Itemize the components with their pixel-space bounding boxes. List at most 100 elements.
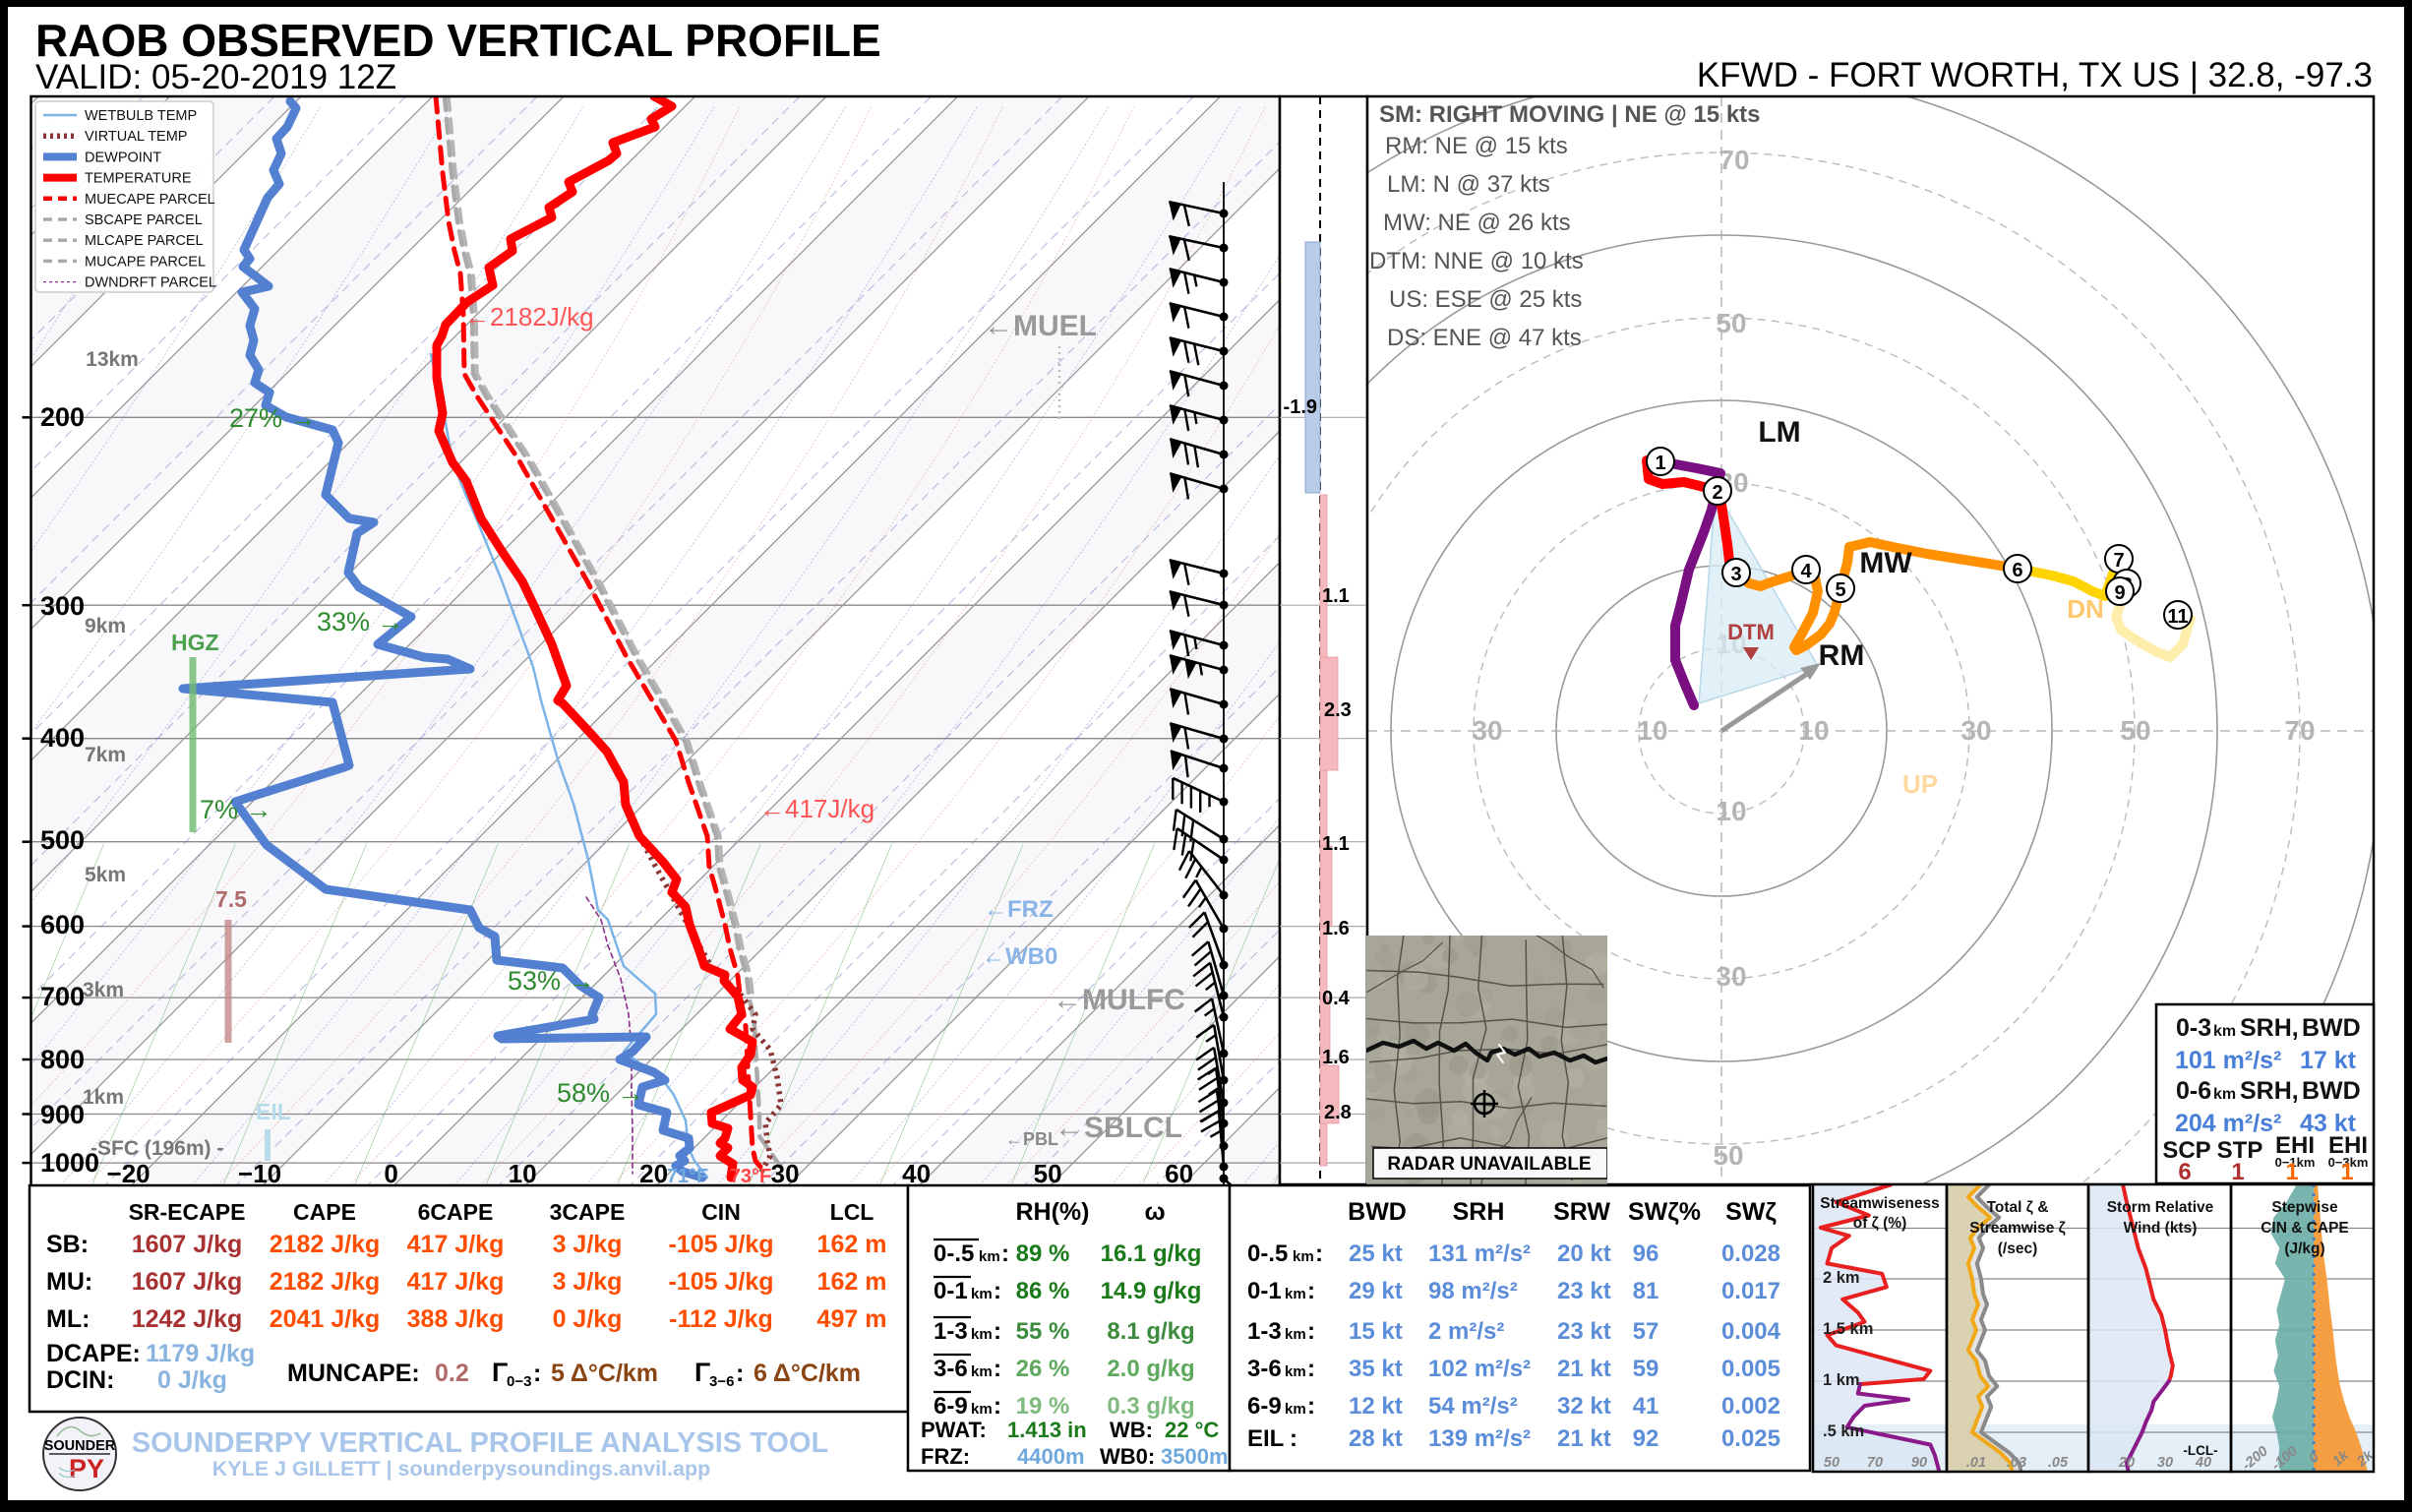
svg-text:km: km — [2213, 1086, 2236, 1103]
svg-text:27% →: 27% → — [229, 403, 317, 433]
svg-text:SRH,: SRH, — [2240, 1014, 2299, 1042]
svg-text:30: 30 — [771, 1159, 800, 1188]
svg-text:1.1: 1.1 — [1322, 833, 1350, 855]
svg-text:CIN & CAPE: CIN & CAPE — [2261, 1220, 2349, 1237]
svg-text:←WB0: ←WB0 — [982, 943, 1057, 970]
svg-text:60: 60 — [1165, 1159, 1193, 1188]
svg-text:km: km — [1285, 1326, 1306, 1343]
svg-text:7: 7 — [2113, 550, 2124, 572]
svg-text:0−3: 0−3 — [507, 1373, 531, 1390]
svg-text:←PBL: ←PBL — [1005, 1129, 1058, 1149]
svg-text:0.4: 0.4 — [1322, 988, 1351, 1009]
svg-text:DN: DN — [2067, 594, 2104, 624]
svg-text:DCAPE:: DCAPE: — [46, 1340, 141, 1367]
svg-text:50: 50 — [1716, 308, 1746, 338]
svg-text:MUECAPE PARCEL: MUECAPE PARCEL — [85, 192, 215, 208]
svg-text:0-1: 0-1 — [934, 1278, 968, 1304]
svg-text:131 m²/s²: 131 m²/s² — [1428, 1240, 1531, 1267]
svg-text:←MULFC: ←MULFC — [1053, 984, 1185, 1016]
svg-text:0-3: 0-3 — [2176, 1014, 2211, 1042]
svg-text:SBCAPE PARCEL: SBCAPE PARCEL — [85, 212, 203, 228]
svg-text:162 m: 162 m — [817, 1268, 887, 1296]
svg-text:139 m²/s²: 139 m²/s² — [1428, 1425, 1531, 1452]
svg-text:km: km — [1293, 1248, 1314, 1265]
svg-text:KFWD - FORT WORTH, TX US | 32.: KFWD - FORT WORTH, TX US | 32.8, -97.3 — [1697, 56, 2373, 94]
svg-text:0-.5: 0-.5 — [1247, 1240, 1288, 1267]
svg-text:26 %: 26 % — [1016, 1356, 1070, 1382]
svg-text:73°F: 73°F — [730, 1166, 771, 1187]
svg-text:←SBLCL: ←SBLCL — [1055, 1112, 1182, 1144]
svg-text:PWAT:: PWAT: — [921, 1418, 987, 1442]
svg-text:20: 20 — [639, 1159, 668, 1188]
svg-text:(/sec): (/sec) — [1998, 1240, 2038, 1257]
svg-text:23 kt: 23 kt — [1557, 1318, 1611, 1345]
svg-text:EIL: EIL — [1247, 1425, 1284, 1452]
svg-text:40: 40 — [2195, 1455, 2211, 1471]
svg-text::: : — [1307, 1393, 1315, 1420]
svg-text:98 m²/s²: 98 m²/s² — [1428, 1278, 1518, 1304]
svg-text:5km: 5km — [85, 864, 126, 886]
svg-text:km: km — [971, 1401, 993, 1418]
svg-text:0.028: 0.028 — [1721, 1240, 1780, 1267]
svg-text::: : — [994, 1278, 1001, 1304]
svg-text::: : — [533, 1360, 541, 1387]
svg-text:DWNDRFT PARCEL: DWNDRFT PARCEL — [85, 275, 216, 291]
svg-text:SOUNDERPY VERTICAL PROFILE ANA: SOUNDERPY VERTICAL PROFILE ANALYSIS TOOL — [132, 1427, 828, 1459]
svg-text:0-.5: 0-.5 — [934, 1240, 974, 1267]
svg-text:HGZ: HGZ — [171, 630, 219, 655]
svg-text:90: 90 — [1911, 1455, 1927, 1471]
svg-text::: : — [1307, 1318, 1315, 1345]
svg-text:-SFC (196m) -: -SFC (196m) - — [90, 1137, 223, 1160]
svg-text:89 %: 89 % — [1016, 1240, 1070, 1267]
svg-text:DEWPOINT: DEWPOINT — [85, 150, 161, 165]
svg-text:2182 J/kg: 2182 J/kg — [270, 1268, 381, 1296]
svg-text:33% →: 33% → — [317, 607, 404, 636]
svg-text:EHI: EHI — [2275, 1132, 2315, 1159]
svg-text:1242 J/kg: 1242 J/kg — [132, 1305, 243, 1333]
svg-text:DTM: NNE @ 10 kts: DTM: NNE @ 10 kts — [1369, 248, 1584, 274]
svg-text:VALID: 05-20-2019 12Z: VALID: 05-20-2019 12Z — [35, 58, 396, 96]
svg-text:MUNCAPE:: MUNCAPE: — [287, 1360, 420, 1387]
svg-text::: : — [994, 1318, 1001, 1345]
svg-text:DS: ENE @ 47 kts: DS: ENE @ 47 kts — [1387, 325, 1582, 351]
svg-text:SOUNDER: SOUNDER — [44, 1438, 116, 1454]
svg-text:21 kt: 21 kt — [1557, 1425, 1611, 1452]
svg-text:Wind (kts): Wind (kts) — [2124, 1220, 2198, 1237]
svg-text:497 m: 497 m — [817, 1305, 887, 1333]
svg-text:23 kt: 23 kt — [1557, 1278, 1611, 1304]
svg-text:16.1 g/kg: 16.1 g/kg — [1101, 1240, 1202, 1267]
svg-text:0−3km: 0−3km — [2328, 1155, 2369, 1170]
svg-text:6CAPE: 6CAPE — [418, 1199, 494, 1225]
svg-text:30: 30 — [1960, 715, 1991, 746]
svg-text:CIN: CIN — [701, 1199, 741, 1225]
svg-text:50: 50 — [2120, 715, 2150, 746]
svg-text:388 J/kg: 388 J/kg — [407, 1305, 505, 1333]
svg-text:0.017: 0.017 — [1721, 1278, 1780, 1304]
svg-text:50: 50 — [1824, 1455, 1839, 1471]
svg-text:6: 6 — [2178, 1159, 2191, 1185]
svg-text:−10: −10 — [238, 1159, 281, 1188]
svg-text:LM: N @ 37 kts: LM: N @ 37 kts — [1387, 171, 1550, 198]
svg-text:3CAPE: 3CAPE — [550, 1199, 626, 1225]
svg-text:2: 2 — [1712, 482, 1722, 504]
svg-text:81: 81 — [1633, 1278, 1659, 1304]
svg-text:162 m: 162 m — [817, 1231, 887, 1258]
svg-text:6 Δ°C/km: 6 Δ°C/km — [754, 1360, 861, 1387]
svg-text:4400m: 4400m — [1017, 1444, 1085, 1469]
svg-text:2182 J/kg: 2182 J/kg — [270, 1231, 381, 1258]
svg-text:1.6: 1.6 — [1322, 1047, 1350, 1068]
svg-text:3−6: 3−6 — [709, 1373, 734, 1390]
svg-text:86 %: 86 % — [1016, 1278, 1070, 1304]
svg-text:70: 70 — [2284, 715, 2315, 746]
svg-text:WB0:: WB0: — [1100, 1444, 1155, 1469]
svg-text:1.413 in: 1.413 in — [1007, 1418, 1087, 1442]
svg-text:700: 700 — [40, 982, 85, 1011]
svg-text:3-6: 3-6 — [934, 1356, 968, 1382]
svg-text::: : — [1315, 1240, 1323, 1267]
svg-text:of ζ (%): of ζ (%) — [1853, 1215, 1907, 1232]
svg-text:58% →: 58% → — [557, 1078, 644, 1108]
svg-text:14.9 g/kg: 14.9 g/kg — [1101, 1278, 1202, 1304]
svg-text:5: 5 — [1835, 579, 1845, 601]
svg-text:−20: −20 — [107, 1159, 151, 1188]
svg-text:29 kt: 29 kt — [1349, 1278, 1403, 1304]
